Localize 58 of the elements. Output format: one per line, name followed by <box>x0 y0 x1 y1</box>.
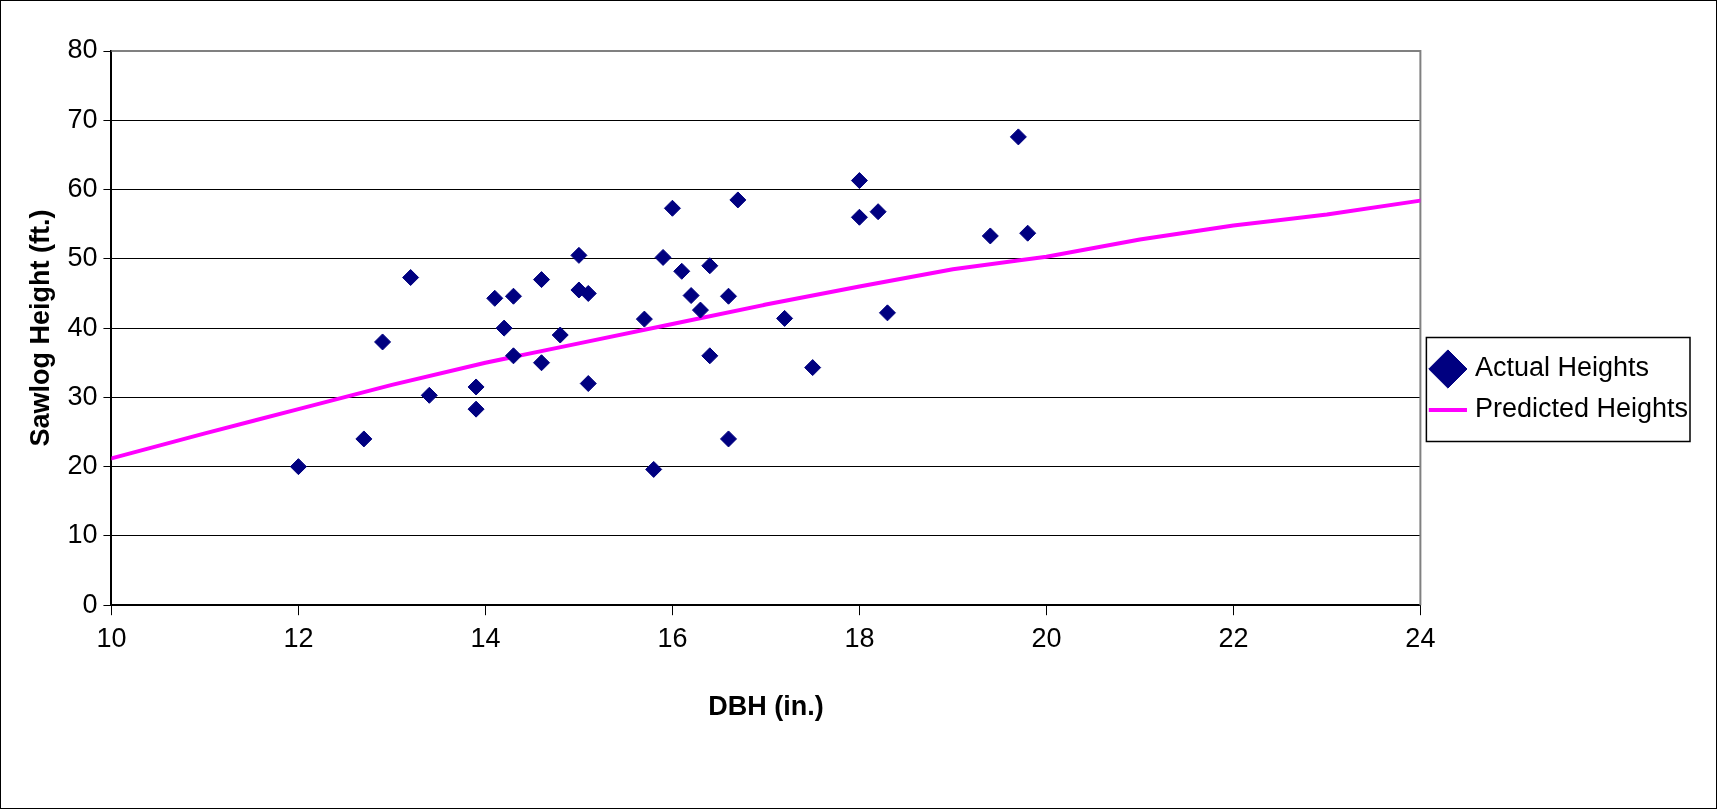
point <box>776 309 794 327</box>
point <box>467 400 485 418</box>
point <box>663 199 681 217</box>
y-tick-label: 30 <box>67 380 98 411</box>
y-tick-label: 80 <box>67 34 98 65</box>
point <box>289 458 307 476</box>
point <box>701 257 719 275</box>
point <box>878 304 896 322</box>
legend-label: Actual Heights <box>1474 352 1649 383</box>
x-tick-label: 12 <box>283 622 314 653</box>
y-tick-label: 40 <box>67 311 98 342</box>
point <box>374 333 392 351</box>
point <box>579 375 597 393</box>
x-tick-label: 14 <box>470 622 501 653</box>
point <box>701 347 719 365</box>
point <box>420 386 438 404</box>
point <box>551 326 569 344</box>
point <box>570 246 588 264</box>
point <box>504 287 522 305</box>
point <box>720 287 738 305</box>
point <box>720 430 738 448</box>
point <box>1019 224 1037 242</box>
y-tick-label: 50 <box>67 242 98 273</box>
x-tick-label: 18 <box>844 622 875 653</box>
point <box>981 227 999 245</box>
x-tick-label: 22 <box>1218 622 1249 653</box>
point <box>533 271 551 289</box>
point <box>869 203 887 221</box>
y-tick-label: 60 <box>67 173 98 203</box>
point <box>355 430 373 448</box>
y-tick-label: 20 <box>67 450 98 481</box>
y-axis-title: Sawlog Height (ft.) <box>24 209 55 447</box>
point <box>533 354 551 372</box>
y-tick-label: 10 <box>67 519 98 550</box>
point <box>729 191 747 209</box>
x-tick-label: 20 <box>1031 622 1062 653</box>
x-tick-label: 24 <box>1405 622 1436 653</box>
point <box>504 347 522 365</box>
point <box>691 301 709 319</box>
x-axis-title: DBH (in.) <box>708 691 824 722</box>
point <box>635 310 653 328</box>
x-tick-label: 10 <box>96 622 127 653</box>
point <box>495 319 513 337</box>
y-tick-label: 70 <box>67 103 98 134</box>
legend-label: Predicted Heights <box>1474 393 1689 424</box>
point <box>673 262 691 280</box>
point <box>654 248 672 266</box>
point <box>402 269 420 287</box>
point <box>804 359 822 377</box>
x-tick-label: 16 <box>657 622 688 653</box>
point <box>1009 128 1027 146</box>
point <box>850 208 868 226</box>
point <box>486 289 504 307</box>
point <box>682 287 700 305</box>
y-tick-label: 0 <box>82 588 98 619</box>
point <box>467 378 485 396</box>
point <box>645 460 663 478</box>
point <box>850 172 868 190</box>
